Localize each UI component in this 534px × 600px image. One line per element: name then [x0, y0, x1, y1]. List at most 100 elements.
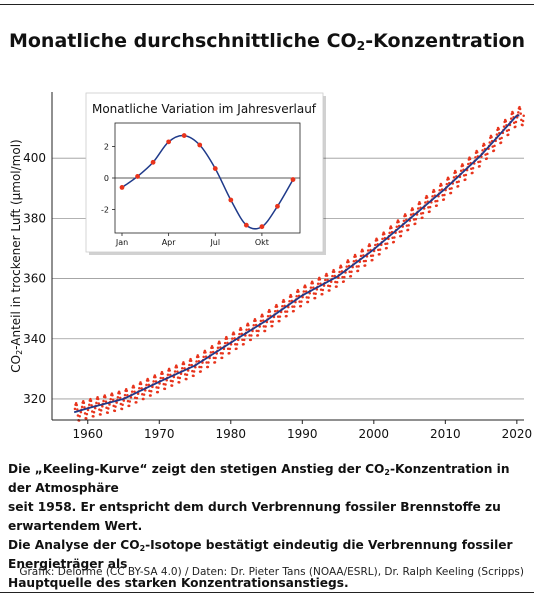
monthly-value-dot: [247, 323, 250, 327]
monthly-value-dot: [371, 254, 375, 257]
monthly-value-dot: [519, 112, 522, 115]
monthly-value-dot: [381, 237, 384, 241]
monthly-value-dot: [114, 405, 117, 408]
monthly-value-dot: [338, 270, 341, 274]
monthly-value-dot: [421, 216, 424, 219]
monthly-value-dot: [406, 228, 410, 232]
monthly-value-dot: [456, 185, 460, 188]
monthly-value-dot: [252, 324, 255, 327]
monthly-value-dot: [478, 160, 482, 163]
monthly-value-dot: [291, 305, 294, 308]
monthly-value-dot: [500, 136, 503, 140]
inset-point: [243, 222, 249, 228]
monthly-value-dot: [130, 390, 134, 393]
monthly-value-dot: [232, 332, 236, 336]
monthly-value-dot: [521, 119, 525, 123]
monthly-value-dot: [454, 171, 458, 174]
monthly-value-dot: [214, 356, 217, 360]
inset-point: [119, 185, 125, 190]
x-tick-label: 1960: [72, 427, 103, 441]
inset-chart: Monatliche Variation im Jahresverlauf -2…: [85, 92, 326, 255]
monthly-value-dot: [457, 180, 460, 183]
monthly-value-dot: [278, 319, 281, 323]
monthly-value-dot: [266, 315, 270, 318]
monthly-value-dot: [106, 411, 109, 414]
monthly-value-dot: [445, 182, 449, 186]
monthly-value-dot: [518, 107, 522, 111]
monthly-value-dot: [256, 334, 260, 337]
monthly-value-dot: [275, 305, 279, 308]
monthly-value-dot: [400, 230, 403, 233]
monthly-value-dot: [85, 412, 89, 416]
monthly-value-dot: [242, 338, 246, 342]
monthly-value-dot: [170, 384, 174, 387]
monthly-value-dot: [228, 352, 231, 355]
monthly-value-dot: [118, 392, 121, 395]
monthly-value-dot: [341, 275, 344, 279]
monthly-value-dot: [213, 361, 217, 364]
monthly-value-dot: [111, 398, 115, 402]
monthly-value-dot: [363, 264, 367, 267]
monthly-value-dot: [388, 231, 391, 235]
monthly-value-dot: [268, 310, 272, 313]
monthly-value-dot: [443, 193, 446, 197]
monthly-value-dot: [218, 341, 222, 345]
monthly-value-dot: [436, 199, 439, 203]
monthly-value-dot: [313, 296, 317, 300]
monthly-value-dot: [185, 377, 188, 381]
monthly-value-dot: [270, 324, 274, 328]
monthly-value-dot: [205, 361, 208, 364]
monthly-value-dot: [486, 152, 489, 156]
monthly-value-dot: [262, 325, 266, 328]
monthly-value-dot: [416, 207, 420, 210]
monthly-value-dot: [177, 381, 181, 384]
monthly-value-dot: [163, 387, 167, 391]
monthly-value-dot: [180, 367, 184, 370]
monthly-value-dot: [428, 205, 432, 209]
monthly-value-dot: [288, 300, 291, 303]
inset-point: [166, 139, 172, 145]
monthly-value-dot: [474, 156, 477, 159]
monthly-value-dot: [467, 162, 470, 166]
inset-point: [275, 203, 280, 209]
monthly-value-dot: [96, 397, 100, 401]
monthly-value-dot: [383, 232, 386, 236]
monthly-value-dot: [395, 225, 399, 229]
y-tick-label: 340: [23, 332, 46, 346]
monthly-value-dot: [216, 346, 220, 349]
monthly-value-dot: [198, 365, 201, 369]
monthly-value-dot: [440, 184, 443, 187]
inset-y-tick-labels: -2 0 2: [101, 143, 115, 214]
monthly-value-dot: [78, 414, 81, 418]
monthly-value-dot: [504, 119, 508, 123]
monthly-value-dot: [364, 259, 368, 263]
monthly-value-dot: [192, 374, 195, 378]
monthly-value-dot: [85, 417, 88, 420]
monthly-value-dot: [295, 295, 298, 298]
monthly-value-dot: [235, 343, 239, 346]
monthly-value-dot: [331, 274, 334, 278]
inset-title: Monatliche Variation im Jahresverlauf: [92, 102, 317, 116]
monthly-value-dot: [488, 141, 491, 144]
monthly-value-dot: [424, 201, 427, 204]
monthly-value-dot: [490, 135, 493, 139]
monthly-value-dot: [104, 395, 107, 399]
monthly-value-dot: [135, 401, 138, 404]
trend-line: [73, 114, 520, 414]
monthly-value-dot: [220, 356, 224, 360]
monthly-value-dot: [475, 151, 479, 154]
monthly-value-dot: [178, 376, 182, 380]
monthly-value-dot: [269, 320, 273, 323]
monthly-value-dot: [481, 149, 484, 152]
monthly-value-dot: [157, 386, 160, 390]
monthly-value-dot: [418, 202, 422, 205]
monthly-value-dot: [99, 413, 102, 416]
monthly-value-dot: [149, 389, 153, 393]
x-tick-label: 2010: [430, 427, 461, 441]
monthly-value-dot: [461, 164, 465, 167]
monthly-value-dot: [431, 195, 434, 198]
inset-point: [135, 174, 140, 179]
monthly-value-dot: [132, 386, 136, 389]
caption-text: Die „Keeling-Kurve“ zeigt den stetigen A…: [8, 462, 513, 590]
inset-x-tick-labels: Jan Apr Jul Okt: [115, 233, 269, 247]
